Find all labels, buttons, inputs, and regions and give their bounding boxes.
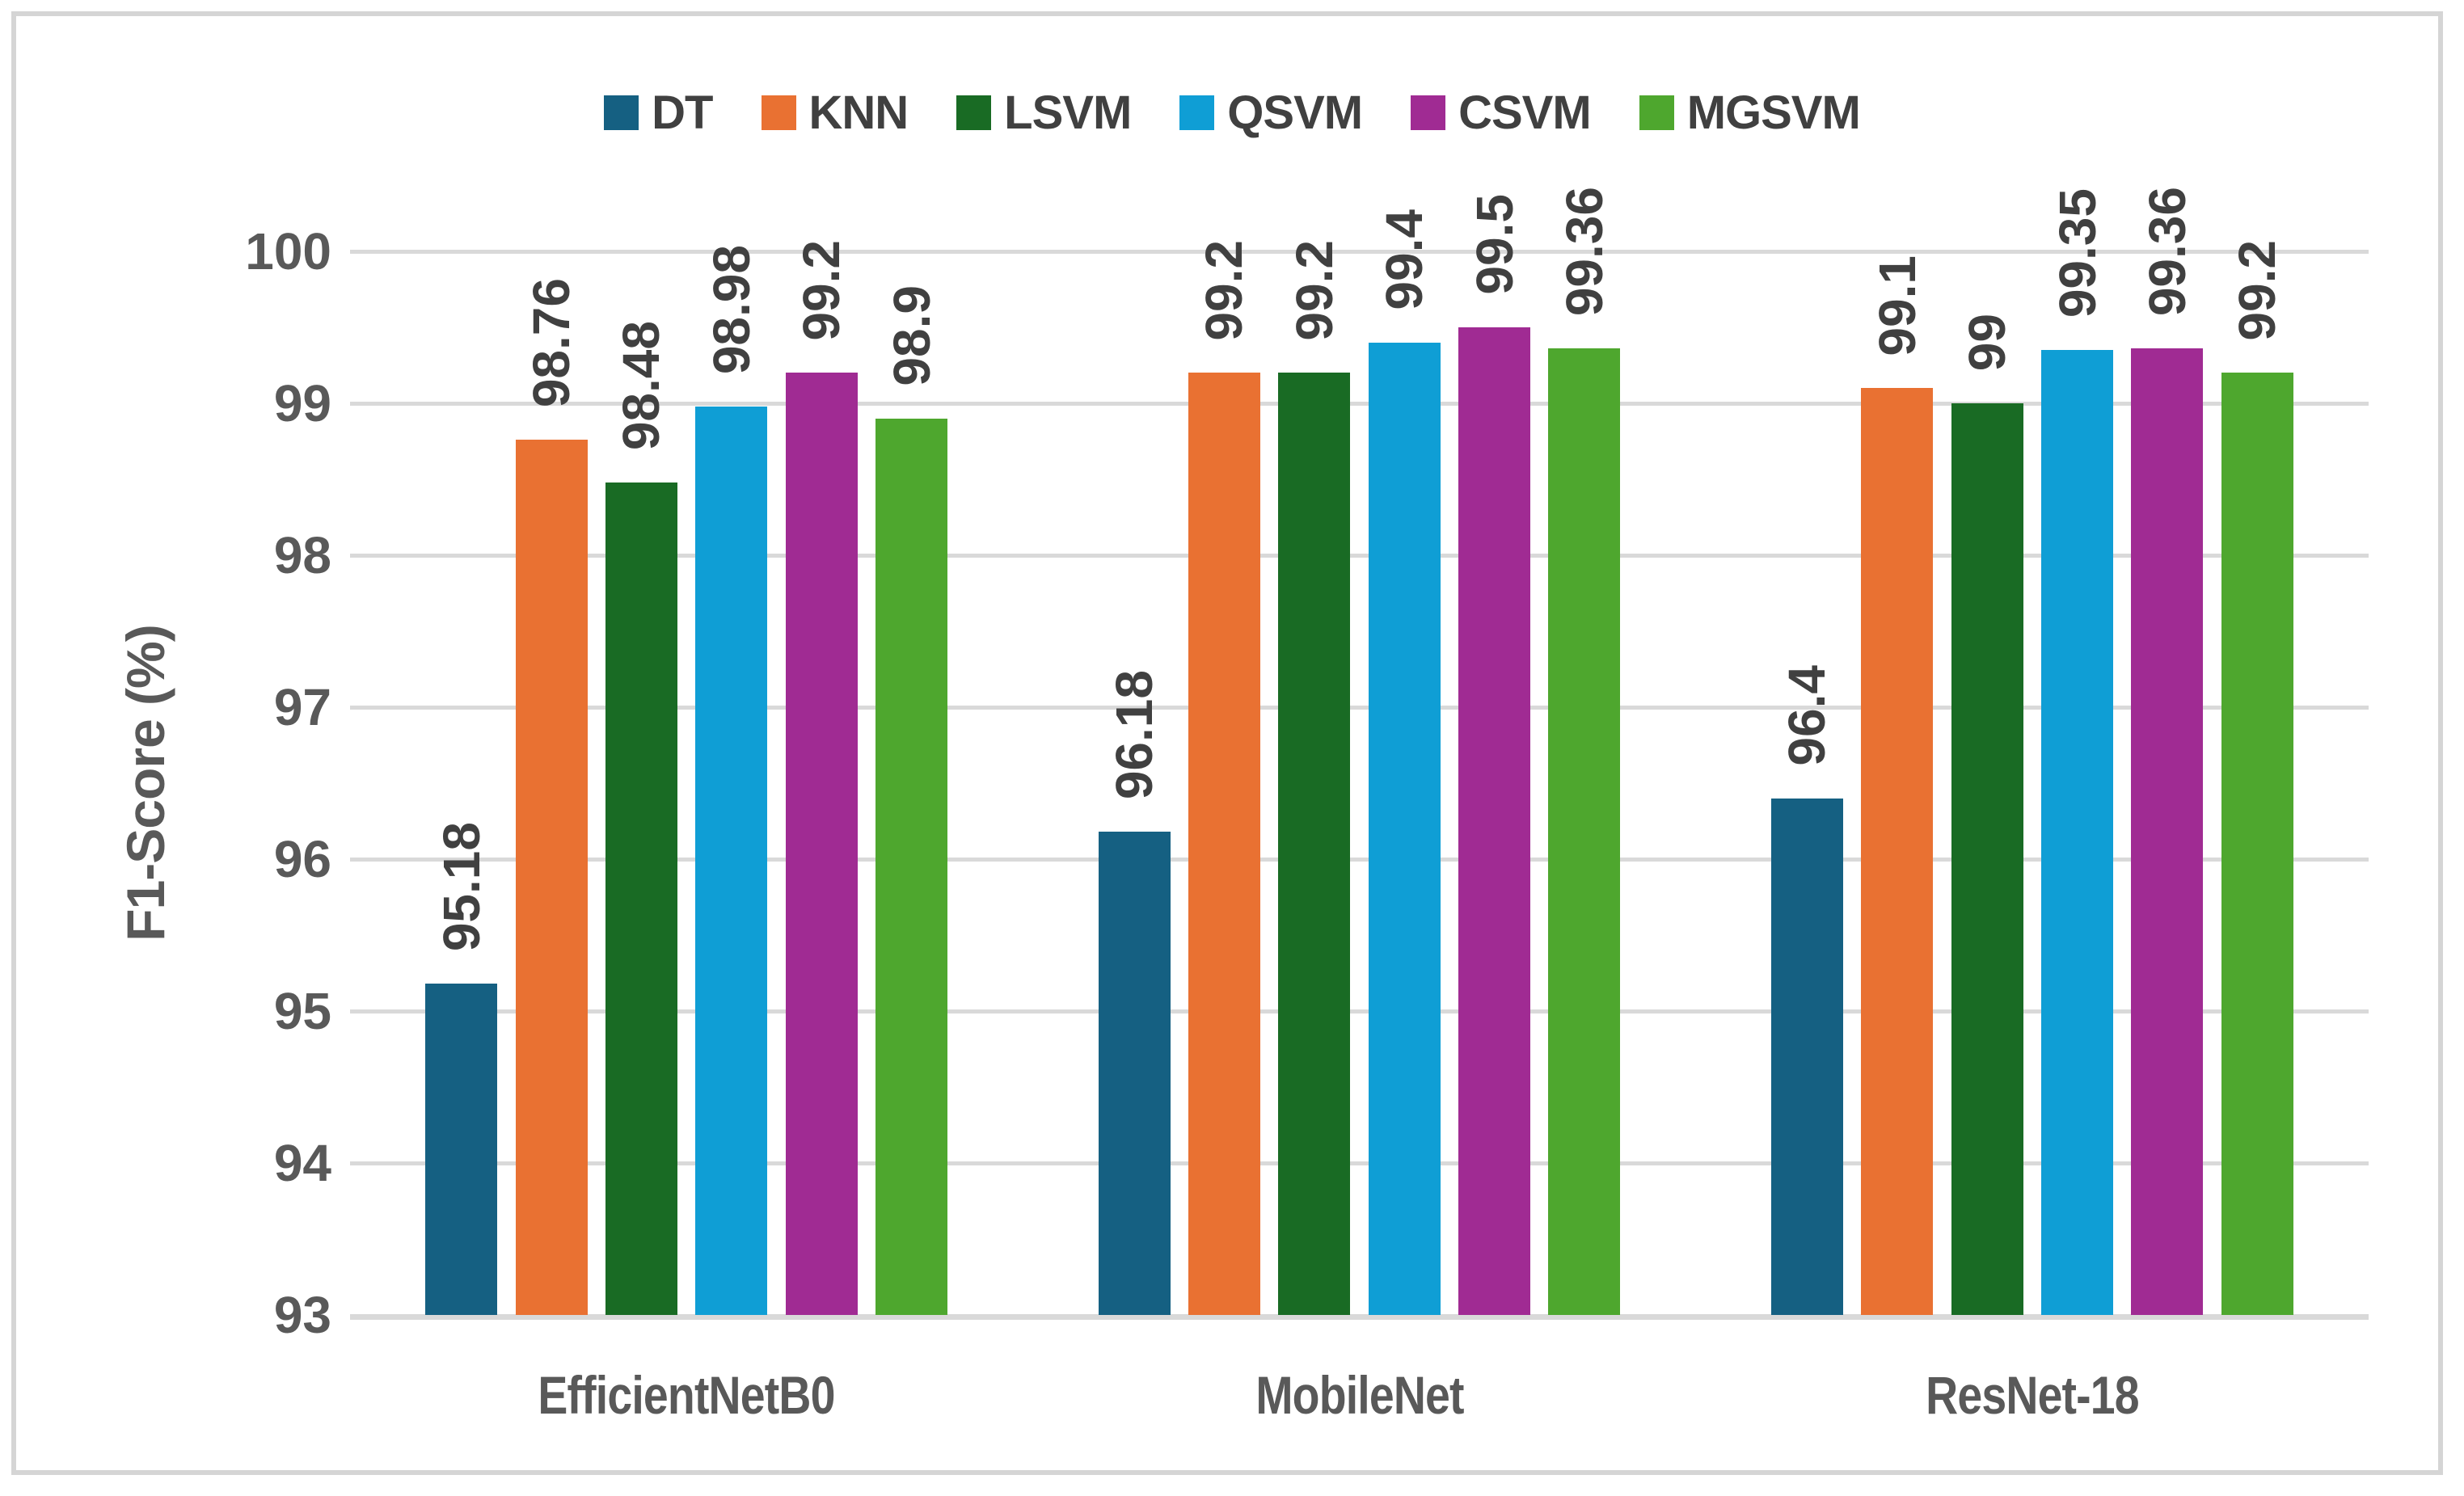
bar-knn xyxy=(515,440,588,1315)
bar-knn xyxy=(1188,373,1260,1315)
legend-swatch-csvm xyxy=(1411,95,1446,130)
bar-mgsvm xyxy=(2221,373,2293,1315)
bar-value-label: 99.4 xyxy=(1375,209,1434,310)
plot-area: 95.18 98.76 98.48 98.98 99.2 98.9 96.18 99.2 99.… xyxy=(350,187,2369,1320)
bar-qsvm xyxy=(2041,350,2113,1315)
bar-dt xyxy=(1098,832,1171,1315)
legend-item-csvm: CSVM xyxy=(1411,86,1592,140)
x-axis-line xyxy=(350,1314,2369,1320)
legend-item-label: CSVM xyxy=(1458,86,1592,139)
legend-swatch-lsvm xyxy=(956,95,992,130)
bar-value-label: 98.9 xyxy=(882,285,941,386)
legend-item-knn: KNN xyxy=(761,86,909,140)
bar-csvm xyxy=(2131,348,2204,1315)
gridline xyxy=(350,250,2369,254)
legend-item-label: MGSVM xyxy=(1686,86,1861,139)
legend-swatch-knn xyxy=(761,95,796,130)
y-tick-label: 96 xyxy=(273,830,331,888)
legend-item-label: KNN xyxy=(808,86,909,139)
bar-lsvm xyxy=(1951,403,2023,1315)
chart-border xyxy=(11,11,2443,1475)
bar-qsvm xyxy=(695,406,768,1315)
y-tick-label: 93 xyxy=(273,1286,331,1344)
bar-value-label: 99.2 xyxy=(1195,239,1254,341)
gridline xyxy=(350,554,2369,558)
bar-mgsvm xyxy=(1548,348,1621,1315)
bar-dt xyxy=(425,984,498,1315)
x-category-label: MobileNet xyxy=(1255,1365,1464,1425)
bar-lsvm xyxy=(1278,373,1351,1315)
bar-value-label: 98.76 xyxy=(522,277,581,408)
y-tick-label: 97 xyxy=(273,678,331,736)
bar-value-label: 98.98 xyxy=(702,244,761,374)
gridline xyxy=(350,1009,2369,1013)
legend-item-qsvm: QSVM xyxy=(1179,86,1363,140)
x-category-label: EfficientNetB0 xyxy=(538,1365,836,1425)
gridline xyxy=(350,706,2369,710)
legend-item-label: QSVM xyxy=(1227,86,1363,139)
bar-value-label: 96.18 xyxy=(1105,670,1164,800)
bar-knn xyxy=(1861,388,1934,1315)
bar-value-label: 99.1 xyxy=(1867,255,1926,356)
y-tick-label: 99 xyxy=(273,374,331,432)
x-category-label: ResNet-18 xyxy=(1926,1365,2139,1425)
bar-qsvm xyxy=(1368,342,1441,1315)
y-tick-label: 98 xyxy=(273,526,331,584)
bar-value-label: 98.48 xyxy=(612,320,671,450)
bar-value-label: 99.35 xyxy=(2048,188,2107,318)
legend-item-lsvm: LSVM xyxy=(956,86,1132,140)
legend-item-dt: DT xyxy=(604,86,714,140)
bar-value-label: 99.5 xyxy=(1465,194,1524,295)
bar-value-label: 99.2 xyxy=(1285,239,1344,341)
gridline xyxy=(350,1161,2369,1165)
gridline xyxy=(350,858,2369,862)
y-tick-label: 94 xyxy=(273,1134,331,1192)
y-tick-label: 95 xyxy=(273,982,331,1040)
legend-item-label: LSVM xyxy=(1004,86,1132,139)
bar-value-label: 99 xyxy=(1958,313,2017,371)
y-axis-title: F1-Score (%) xyxy=(116,625,175,942)
legend-swatch-mgsvm xyxy=(1639,95,1674,130)
bar-value-label: 99.36 xyxy=(2137,187,2196,317)
bar-lsvm xyxy=(605,482,677,1315)
bar-value-label: 96.4 xyxy=(1778,665,1837,766)
legend: DT KNN LSVM QSVM CSVM MGSVM xyxy=(0,86,2464,140)
bar-value-label: 99.2 xyxy=(792,239,851,341)
legend-item-mgsvm: MGSVM xyxy=(1639,86,1861,140)
bar-value-label: 99.2 xyxy=(2228,239,2287,341)
bar-value-label: 95.18 xyxy=(432,822,491,952)
bar-value-label: 99.36 xyxy=(1555,187,1614,317)
legend-item-label: DT xyxy=(652,86,713,139)
gridline xyxy=(350,402,2369,406)
bar-dt xyxy=(1770,798,1843,1315)
bar-csvm xyxy=(1458,327,1531,1315)
legend-swatch-dt xyxy=(604,95,639,130)
bar-mgsvm xyxy=(875,418,948,1315)
bar-csvm xyxy=(785,373,858,1315)
legend-swatch-qsvm xyxy=(1179,95,1215,130)
y-tick-label: 100 xyxy=(245,222,331,280)
